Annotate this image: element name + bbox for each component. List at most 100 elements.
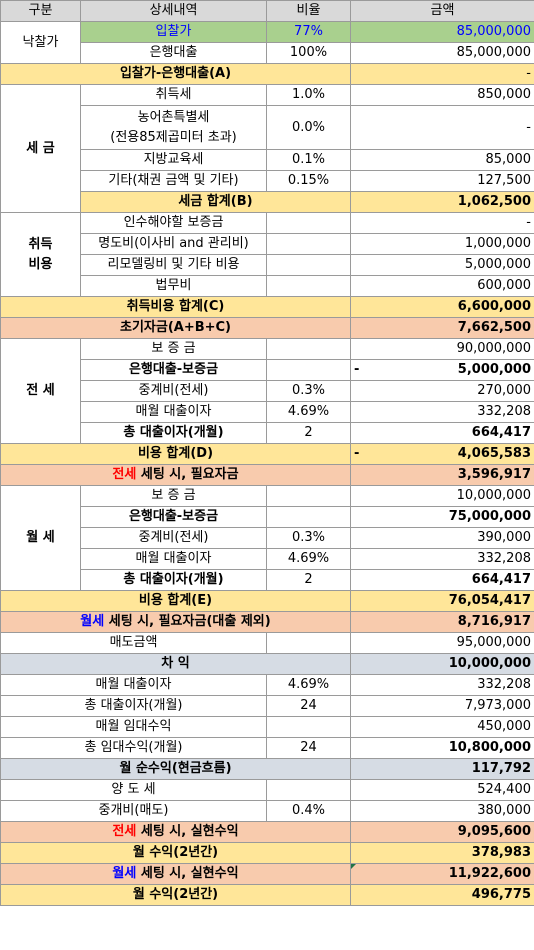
bid-group-label[interactable]: 낙찰가 [0, 21, 81, 64]
total-rent-amount[interactable]: 10,800,000 [350, 737, 534, 759]
sale-amount-label[interactable]: 매도금액 [0, 632, 267, 654]
jeonse-cost-label[interactable]: 비용 합계(D) [0, 443, 351, 465]
tax-rural-label[interactable]: 농어촌특별세 (전용85제곱미터 초과) [80, 105, 267, 150]
initial-fund-label[interactable]: 초기자금(A+B+C) [0, 317, 351, 339]
header-category[interactable]: 구분 [0, 0, 81, 22]
acq-total-amount[interactable]: 6,600,000 [350, 296, 534, 318]
sale-amount-rate[interactable] [266, 632, 351, 654]
tax-total-amount[interactable]: 1,062,500 [350, 191, 534, 213]
jeonse-total-int-months[interactable]: 2 [266, 422, 351, 444]
acq-total-label[interactable]: 취득비용 합계(C) [0, 296, 351, 318]
tax-acq-rate[interactable]: 1.0% [266, 84, 351, 106]
wolse-total-int-label[interactable]: 총 대출이자(개월) [80, 569, 267, 591]
wolse-need-label[interactable]: 월세 세팅 시, 필요자금(대출 제외) [0, 611, 351, 633]
bid-price-rate[interactable]: 77% [266, 21, 351, 43]
jeonse-deposit-rate[interactable] [266, 338, 351, 360]
wolse-total-int-amount[interactable]: 664,417 [350, 569, 534, 591]
jeonse-deposit-amount[interactable]: 90,000,000 [350, 338, 534, 360]
tax-acq-label[interactable]: 취득세 [80, 84, 267, 106]
jeonse-need-amount[interactable]: 3,596,917 [350, 464, 534, 486]
tax-etc-label[interactable]: 기타(채권 금액 및 기타) [80, 170, 267, 192]
jeonse-result-amount[interactable]: 9,095,600 [350, 821, 534, 843]
sale-interest-amount[interactable]: 332,208 [350, 674, 534, 696]
jeonse-deposit-label[interactable]: 보 증 금 [80, 338, 267, 360]
wolse-result-label[interactable]: 월세 세팅 시, 실현수익 [0, 863, 351, 885]
wolse-diff-amount[interactable]: 75,000,000 [350, 506, 534, 528]
jeonse-fee-amount[interactable]: 270,000 [350, 380, 534, 402]
acq-evict-amount[interactable]: 1,000,000 [350, 233, 534, 255]
summary-a-amount[interactable]: - [350, 63, 534, 85]
jeonse-interest-amount[interactable]: 332,208 [350, 401, 534, 423]
transfer-tax-amount[interactable]: 524,400 [350, 779, 534, 801]
sale-total-int-label[interactable]: 총 대출이자(개월) [0, 695, 267, 717]
acq-legal-amount[interactable]: 600,000 [350, 275, 534, 297]
rent-amount[interactable]: 450,000 [350, 716, 534, 738]
jeonse-cost-amount[interactable]: - 4,065,583 [350, 443, 534, 465]
wolse-interest-label[interactable]: 매월 대출이자 [80, 548, 267, 570]
wolse-diff-rate[interactable] [266, 506, 351, 528]
rent-rate[interactable] [266, 716, 351, 738]
acq-legal-label[interactable]: 법무비 [80, 275, 267, 297]
bid-loan-rate[interactable]: 100% [266, 42, 351, 64]
summary-a-label[interactable]: 입찰가-은행대출(A) [0, 63, 351, 85]
header-rate[interactable]: 비율 [266, 0, 351, 22]
jeonse-interest-rate[interactable]: 4.69% [266, 401, 351, 423]
net-income-label[interactable]: 월 순수익(현금흐름) [0, 758, 351, 780]
initial-fund-amount[interactable]: 7,662,500 [350, 317, 534, 339]
wolse-fee-label[interactable]: 중계비(전세) [80, 527, 267, 549]
rent-label[interactable]: 매월 임대수익 [0, 716, 267, 738]
acq-deposit-rate[interactable] [266, 212, 351, 234]
wolse-deposit-amount[interactable]: 10,000,000 [350, 485, 534, 507]
jeonse-diff-label[interactable]: 은행대출-보증금 [80, 359, 267, 381]
sale-interest-label[interactable]: 매월 대출이자 [0, 674, 267, 696]
wolse-deposit-label[interactable]: 보 증 금 [80, 485, 267, 507]
tax-total-label[interactable]: 세금 합계(B) [80, 191, 351, 213]
acq-remodel-label[interactable]: 리모델링비 및 기타 비용 [80, 254, 267, 276]
tax-edu-amount[interactable]: 85,000 [350, 149, 534, 171]
jeonse-fee-rate[interactable]: 0.3% [266, 380, 351, 402]
tax-etc-rate[interactable]: 0.15% [266, 170, 351, 192]
header-detail[interactable]: 상세내역 [80, 0, 267, 22]
transfer-tax-label[interactable]: 양 도 세 [0, 779, 267, 801]
jeonse-result-label[interactable]: 전세 세팅 시, 실현수익 [0, 821, 351, 843]
acq-evict-rate[interactable] [266, 233, 351, 255]
total-rent-label[interactable]: 총 임대수익(개월) [0, 737, 267, 759]
wolse-total-int-months[interactable]: 2 [266, 569, 351, 591]
wolse-fee-amount[interactable]: 390,000 [350, 527, 534, 549]
bid-loan-amount[interactable]: 85,000,000 [350, 42, 534, 64]
tax-rural-amount[interactable]: - [350, 105, 534, 150]
sale-total-int-months[interactable]: 24 [266, 695, 351, 717]
wolse-need-amount[interactable]: 8,716,917 [350, 611, 534, 633]
tax-acq-amount[interactable]: 850,000 [350, 84, 534, 106]
tax-edu-label[interactable]: 지방교육세 [80, 149, 267, 171]
wolse-fee-rate[interactable]: 0.3% [266, 527, 351, 549]
acq-remodel-rate[interactable] [266, 254, 351, 276]
acq-remodel-amount[interactable]: 5,000,000 [350, 254, 534, 276]
profit-amount[interactable]: 10,000,000 [350, 653, 534, 675]
jeonse-monthly-amount[interactable]: 378,983 [350, 842, 534, 864]
wolse-cost-amount[interactable]: 76,054,417 [350, 590, 534, 612]
wolse-monthly-amount[interactable]: 496,775 [350, 884, 534, 906]
jeonse-diff-rate[interactable] [266, 359, 351, 381]
jeonse-group-label[interactable]: 전 세 [0, 338, 81, 444]
jeonse-total-int-label[interactable]: 총 대출이자(개월) [80, 422, 267, 444]
wolse-group-label[interactable]: 월 세 [0, 485, 81, 591]
bid-loan-label[interactable]: 은행대출 [80, 42, 267, 64]
bid-price-amount[interactable]: 85,000,000 [350, 21, 534, 43]
total-rent-months[interactable]: 24 [266, 737, 351, 759]
acq-evict-label[interactable]: 명도비(이사비 and 관리비) [80, 233, 267, 255]
sale-interest-rate[interactable]: 4.69% [266, 674, 351, 696]
broker-fee-rate[interactable]: 0.4% [266, 800, 351, 822]
tax-edu-rate[interactable]: 0.1% [266, 149, 351, 171]
profit-label[interactable]: 차 익 [0, 653, 351, 675]
jeonse-total-int-amount[interactable]: 664,417 [350, 422, 534, 444]
wolse-diff-label[interactable]: 은행대출-보증금 [80, 506, 267, 528]
acq-deposit-label[interactable]: 인수해야할 보증금 [80, 212, 267, 234]
sale-total-int-amount[interactable]: 7,973,000 [350, 695, 534, 717]
bid-price-label[interactable]: 입찰가 [80, 21, 267, 43]
jeonse-fee-label[interactable]: 중계비(전세) [80, 380, 267, 402]
jeonse-monthly-label[interactable]: 월 수익(2년간) [0, 842, 351, 864]
jeonse-diff-amount[interactable]: - 5,000,000 [350, 359, 534, 381]
wolse-interest-amount[interactable]: 332,208 [350, 548, 534, 570]
wolse-result-amount[interactable]: 11,922,600 [350, 863, 534, 885]
